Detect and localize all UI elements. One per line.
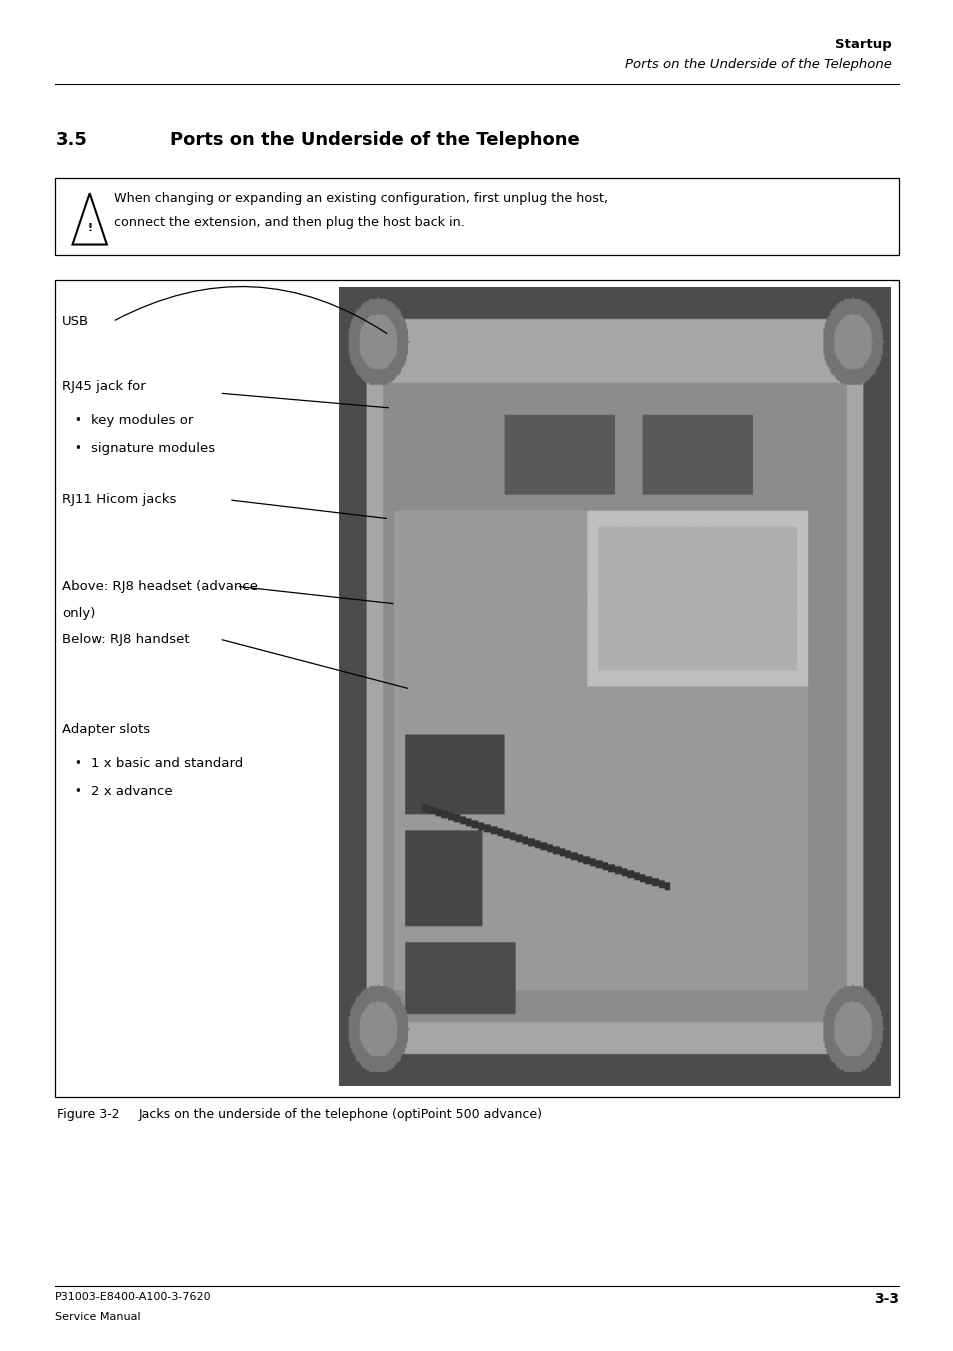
Polygon shape: [72, 193, 107, 245]
Text: signature modules: signature modules: [91, 442, 214, 455]
Text: Adapter slots: Adapter slots: [62, 723, 150, 736]
Text: 3-3: 3-3: [873, 1292, 898, 1305]
Text: connect the extension, and then plug the host back in.: connect the extension, and then plug the…: [114, 216, 465, 230]
Text: key modules or: key modules or: [91, 413, 193, 427]
Text: Jacks on the underside of the telephone (optiPoint 500 advance): Jacks on the underside of the telephone …: [138, 1108, 541, 1121]
Text: 3.5: 3.5: [55, 131, 87, 149]
FancyBboxPatch shape: [55, 178, 898, 255]
Text: Above: RJ8 headset (advance: Above: RJ8 headset (advance: [62, 580, 257, 593]
Text: !: !: [87, 223, 92, 234]
Text: Startup: Startup: [835, 38, 891, 50]
Text: •: •: [74, 785, 81, 798]
Text: only): only): [62, 607, 95, 620]
Text: P31003-E8400-A100-3-7620: P31003-E8400-A100-3-7620: [55, 1292, 212, 1301]
Text: Ports on the Underside of the Telephone: Ports on the Underside of the Telephone: [170, 131, 579, 149]
Text: When changing or expanding an existing configuration, first unplug the host,: When changing or expanding an existing c…: [114, 192, 608, 205]
Text: RJ45 jack for: RJ45 jack for: [62, 380, 146, 393]
Text: Ports on the Underside of the Telephone: Ports on the Underside of the Telephone: [624, 58, 891, 72]
FancyBboxPatch shape: [55, 280, 898, 1097]
Text: Below: RJ8 handset: Below: RJ8 handset: [62, 632, 190, 646]
Text: Figure 3-2: Figure 3-2: [57, 1108, 120, 1121]
Text: USB: USB: [62, 315, 89, 328]
Text: •: •: [74, 442, 81, 455]
Text: 1 x basic and standard: 1 x basic and standard: [91, 757, 243, 770]
Text: Service Manual: Service Manual: [55, 1312, 141, 1321]
Text: •: •: [74, 413, 81, 427]
Text: RJ11 Hicom jacks: RJ11 Hicom jacks: [62, 493, 176, 507]
Text: •: •: [74, 757, 81, 770]
Text: 2 x advance: 2 x advance: [91, 785, 172, 798]
